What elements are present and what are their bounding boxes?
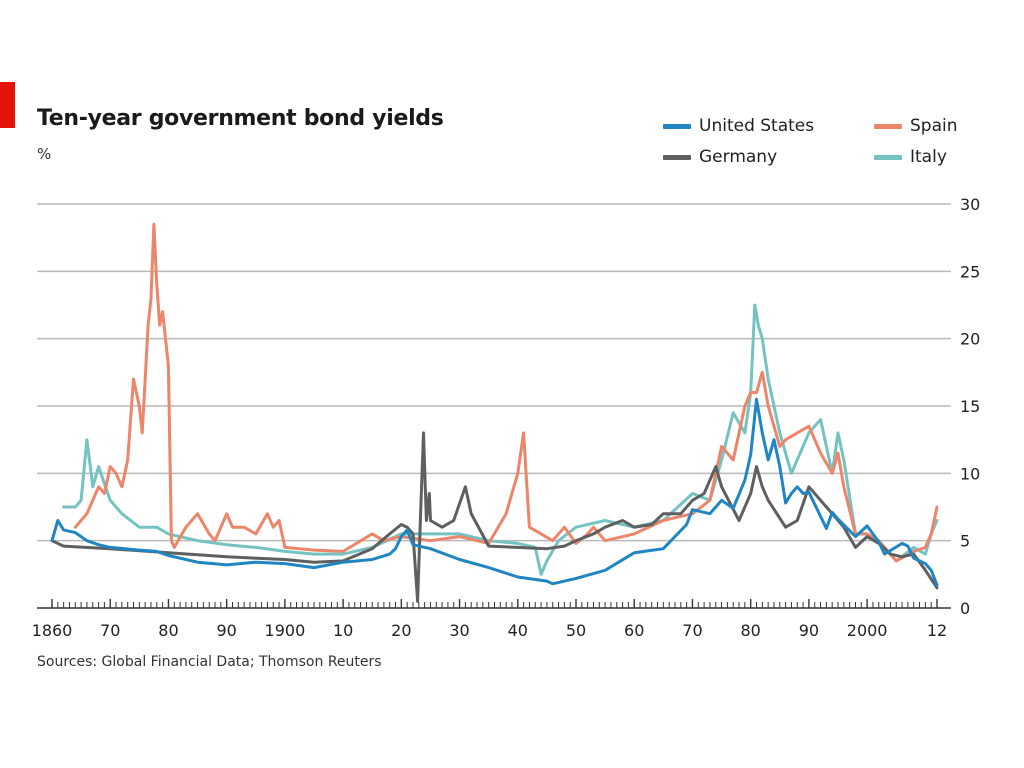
y-tick-label-10: 10 [960, 464, 980, 483]
x-tick-label-1860: 1860 [32, 621, 73, 640]
x-tick-label-70: 70 [682, 621, 702, 640]
legend-item-spain: Spain [874, 116, 958, 136]
legend-item-italy: Italy [874, 147, 947, 167]
y-tick-label-5: 5 [960, 532, 970, 551]
legend-swatch-italy [874, 154, 902, 160]
x-tick-label-80: 80 [158, 621, 178, 640]
series-line-united-states [50, 397, 939, 587]
x-tick-label-90: 90 [799, 621, 819, 640]
x-tick-label-40: 40 [508, 621, 528, 640]
legend-item-germany: Germany [663, 147, 777, 167]
series-line-germany [50, 431, 939, 603]
x-tick-label-12: 12 [927, 621, 947, 640]
x-tick-label-60: 60 [624, 621, 644, 640]
y-tick-label-15: 15 [960, 397, 980, 416]
x-tick-label-2000: 2000 [847, 621, 888, 640]
x-tick-label-90: 90 [216, 621, 236, 640]
legend-label-germany: Germany [699, 147, 778, 167]
x-tick-label-10: 10 [333, 621, 353, 640]
legend-item-united-states: United States [663, 116, 814, 136]
y-tick-label-30: 30 [960, 195, 980, 214]
legend: United States Spain Germany Italy [663, 116, 983, 180]
accent-tab [0, 82, 15, 128]
legend-swatch-germany [663, 154, 691, 160]
chart-title: Ten-year government bond yields [37, 106, 444, 131]
legend-swatch-united-states [663, 123, 691, 129]
axis-labels: 0 5 10 15 20 25 30 1860 70 80 90 1900 10 20 30 40 50 60 70… [32, 195, 981, 640]
legend-swatch-spain [874, 123, 902, 129]
series-line-italy [62, 303, 939, 576]
y-tick-label-25: 25 [960, 262, 980, 281]
x-tick-label-70: 70 [100, 621, 120, 640]
x-tick-label-20: 20 [391, 621, 411, 640]
y-tick-label-20: 20 [960, 330, 980, 349]
source-note: Sources: Global Financial Data; Thomson … [37, 654, 382, 670]
x-tick-label-30: 30 [449, 621, 469, 640]
legend-label-spain: Spain [910, 116, 958, 136]
chart-unit: % [37, 145, 52, 163]
x-tick-label-1900: 1900 [265, 621, 306, 640]
x-tick-label-50: 50 [566, 621, 586, 640]
x-axis-ticks [51, 599, 938, 608]
series-line-spain [73, 222, 939, 563]
x-tick-label-80: 80 [741, 621, 761, 640]
legend-label-italy: Italy [910, 147, 947, 167]
series-lines [50, 222, 939, 603]
y-tick-label-0: 0 [960, 599, 970, 618]
legend-label-united-states: United States [699, 116, 815, 136]
